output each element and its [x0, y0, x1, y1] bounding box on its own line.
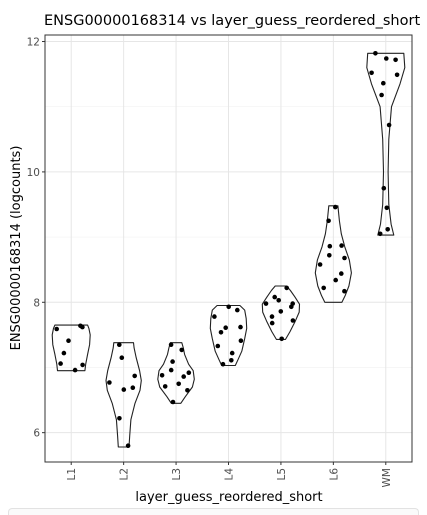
data-point — [333, 277, 339, 283]
data-point — [162, 384, 168, 389]
data-point — [125, 443, 131, 449]
data-point — [220, 361, 226, 367]
data-point — [61, 350, 67, 356]
data-point — [185, 388, 190, 393]
data-point — [279, 336, 285, 342]
y-tick-label: 8 — [33, 297, 40, 309]
x-tick-label: L5 — [276, 468, 288, 481]
data-point — [66, 338, 71, 344]
data-point — [179, 347, 184, 353]
y-tick-label: 12 — [27, 37, 40, 49]
data-point — [377, 231, 383, 237]
data-point — [119, 355, 125, 361]
data-point — [168, 367, 174, 373]
data-point — [263, 301, 269, 306]
data-point — [223, 325, 228, 331]
data-point — [238, 324, 243, 330]
grid-lines — [45, 35, 412, 462]
data-point — [339, 271, 344, 276]
data-point — [181, 374, 186, 379]
data-point — [326, 218, 331, 224]
bottom-panel-edge — [8, 508, 419, 515]
data-point — [170, 359, 175, 364]
data-point — [386, 122, 392, 128]
data-point — [170, 399, 176, 405]
x-axis: L1 L2 L3 L4 L5 L6 WM — [66, 462, 393, 487]
data-point — [276, 298, 282, 303]
data-point — [342, 255, 347, 261]
y-axis-label: ENSG00000168314 (logcounts) — [9, 146, 24, 351]
data-point — [229, 350, 235, 356]
data-point — [290, 318, 296, 323]
data-point — [269, 320, 275, 326]
data-point — [80, 324, 85, 330]
data-point — [218, 330, 224, 335]
data-point — [58, 361, 63, 366]
data-point — [269, 314, 275, 319]
violin-L1 — [51, 324, 91, 372]
data-point — [385, 227, 391, 232]
data-point — [226, 304, 231, 310]
x-tick-label: L3 — [171, 468, 183, 481]
data-point — [235, 307, 240, 313]
data-points — [54, 51, 400, 449]
x-axis-label: layer_guess_reordered_short — [135, 490, 322, 505]
data-point — [393, 57, 398, 63]
data-point — [212, 314, 217, 319]
x-tick-label: L2 — [119, 468, 131, 481]
y-axis: 6 8 10 12 — [27, 37, 45, 440]
data-point — [54, 326, 59, 332]
data-point — [369, 70, 374, 76]
x-tick-label: L6 — [328, 468, 340, 481]
data-point — [381, 185, 387, 191]
data-point — [215, 343, 221, 349]
x-tick-label: L1 — [66, 468, 78, 481]
data-point — [186, 370, 192, 376]
data-point — [284, 285, 290, 291]
data-point — [379, 92, 384, 98]
y-tick-label: 6 — [33, 428, 40, 440]
data-point — [321, 285, 327, 291]
violin-L5 — [261, 285, 301, 340]
x-tick-label: WM — [381, 468, 393, 487]
violin-L6 — [314, 205, 352, 303]
data-point — [229, 358, 234, 363]
data-point — [317, 262, 323, 267]
data-point — [384, 205, 390, 211]
violin-L4 — [209, 304, 248, 367]
data-point — [373, 51, 378, 56]
data-point — [333, 204, 338, 210]
data-point — [168, 342, 174, 348]
violin-L2 — [105, 342, 142, 448]
data-point — [117, 342, 122, 348]
data-point — [384, 56, 389, 61]
data-point — [80, 362, 85, 368]
data-point — [327, 243, 333, 249]
data-point — [342, 288, 347, 294]
violin-WM — [366, 52, 406, 236]
data-point — [132, 373, 137, 379]
x-tick-label: L4 — [224, 468, 236, 481]
data-point — [117, 416, 122, 421]
chart-title: ENSG00000168314 vs layer_guess_reordered… — [44, 13, 420, 29]
data-point — [394, 72, 400, 78]
data-point — [327, 253, 332, 258]
data-point — [121, 387, 127, 392]
data-point — [272, 294, 278, 300]
data-point — [72, 367, 78, 373]
data-point — [107, 380, 112, 385]
data-point — [238, 338, 244, 344]
data-point — [130, 385, 136, 391]
data-point — [289, 304, 294, 310]
data-point — [278, 309, 284, 314]
y-tick-label: 10 — [27, 167, 40, 179]
data-point — [176, 381, 181, 387]
data-point — [381, 80, 386, 86]
data-point — [339, 243, 344, 248]
data-point — [159, 373, 165, 378]
